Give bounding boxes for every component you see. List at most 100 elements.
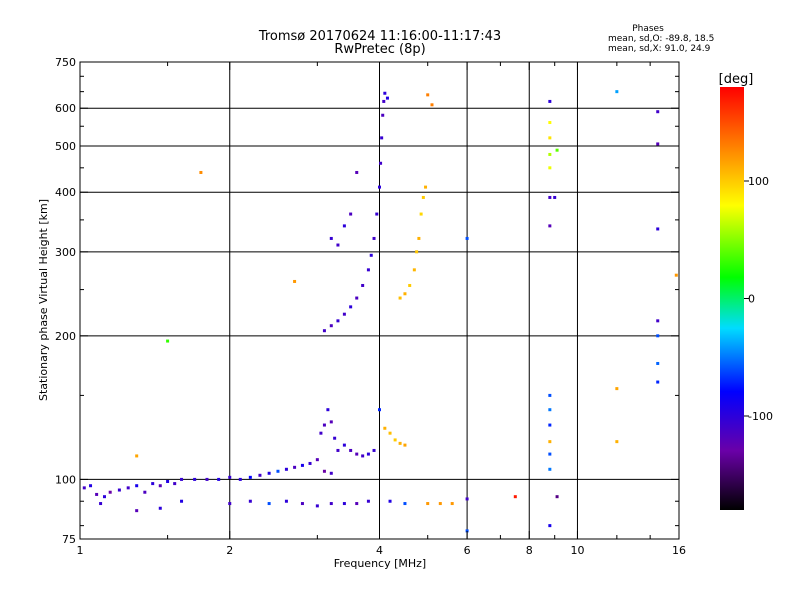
- data-point: [293, 465, 297, 469]
- data-point: [548, 152, 552, 156]
- data-point: [329, 324, 333, 328]
- data-point: [151, 482, 155, 486]
- data-point: [166, 479, 170, 483]
- data-point: [426, 93, 430, 97]
- data-point: [238, 477, 242, 481]
- data-point: [385, 96, 389, 100]
- data-point: [656, 319, 660, 323]
- data-point: [548, 423, 552, 427]
- data-point: [284, 499, 288, 503]
- data-point: [388, 431, 392, 435]
- stats-title: Phases: [632, 24, 664, 34]
- data-point: [143, 490, 147, 494]
- data-point: [158, 506, 162, 510]
- y-tick-label: 100: [55, 473, 76, 486]
- data-point: [383, 91, 387, 95]
- data-point: [382, 99, 386, 103]
- data-point: [366, 452, 370, 456]
- data-point: [315, 504, 319, 508]
- colorbar-tick-label: -100: [748, 410, 773, 423]
- data-point: [383, 426, 387, 430]
- data-point: [329, 471, 333, 475]
- data-point: [381, 113, 385, 117]
- data-point: [548, 524, 552, 528]
- data-point: [430, 103, 434, 107]
- data-point: [388, 499, 392, 503]
- data-point: [355, 170, 359, 174]
- data-point: [355, 296, 359, 300]
- data-point: [393, 438, 397, 442]
- data-point: [158, 484, 162, 488]
- x-tick-label: 1: [77, 544, 84, 557]
- data-point: [284, 467, 288, 471]
- data-point: [102, 495, 106, 499]
- chart-subtitle: RwPretec (8p): [334, 42, 425, 57]
- data-point: [180, 499, 184, 503]
- stats-line-o: mean, sd,O: -89.8, 18.5: [608, 34, 714, 44]
- data-point: [135, 484, 139, 488]
- y-tick-label: 200: [55, 330, 76, 343]
- grid-lines: [80, 62, 679, 539]
- data-point: [82, 486, 86, 490]
- data-point: [228, 475, 232, 479]
- data-point: [656, 361, 660, 365]
- data-point: [99, 502, 103, 506]
- data-point: [424, 185, 428, 189]
- colorbar-tick-label: 0: [748, 293, 755, 306]
- data-point: [126, 486, 130, 490]
- data-point: [355, 452, 359, 456]
- data-point: [95, 492, 99, 496]
- data-point: [438, 502, 442, 506]
- data-point: [217, 477, 221, 481]
- x-tick-label: 2: [226, 544, 233, 557]
- data-point: [372, 448, 376, 452]
- y-tick-label: 75: [62, 533, 76, 546]
- data-point: [329, 236, 333, 240]
- data-point: [548, 195, 552, 199]
- data-point: [135, 454, 139, 458]
- data-point: [465, 529, 469, 533]
- data-point: [319, 431, 323, 435]
- data-point: [248, 499, 252, 503]
- data-point: [415, 250, 419, 254]
- data-point: [349, 305, 353, 309]
- data-point: [408, 283, 412, 287]
- data-point: [548, 166, 552, 170]
- data-point: [199, 170, 203, 174]
- data-point: [322, 329, 326, 333]
- data-point: [555, 495, 559, 499]
- data-point: [656, 142, 660, 146]
- data-point: [375, 212, 379, 216]
- data-point: [450, 502, 454, 506]
- data-point: [548, 467, 552, 471]
- data-point: [403, 502, 407, 506]
- data-point: [329, 502, 333, 506]
- data-point: [378, 408, 381, 412]
- y-axis-label: Stationary phase Virtual Height [km]: [37, 199, 50, 401]
- data-point: [248, 475, 252, 479]
- data-point: [615, 90, 619, 94]
- data-point: [548, 99, 552, 103]
- data-point: [228, 502, 232, 506]
- x-tick-label: 16: [672, 544, 686, 557]
- colorbar-tick-label: 100: [748, 175, 769, 188]
- data-point: [656, 227, 660, 231]
- data-point: [342, 502, 346, 506]
- data-point: [258, 473, 262, 477]
- data-point: [412, 268, 416, 272]
- colorbar-label: [deg]: [719, 72, 754, 87]
- data-point: [419, 212, 423, 216]
- data-point: [417, 236, 421, 240]
- data-point: [548, 408, 552, 412]
- data-point: [674, 273, 678, 277]
- data-point: [656, 380, 660, 384]
- data-point: [166, 339, 170, 343]
- data-point: [403, 443, 407, 447]
- data-point: [513, 495, 517, 499]
- data-point: [366, 268, 370, 272]
- data-point: [342, 312, 346, 316]
- data-point: [380, 136, 384, 140]
- data-point: [656, 334, 660, 338]
- data-point: [180, 477, 184, 481]
